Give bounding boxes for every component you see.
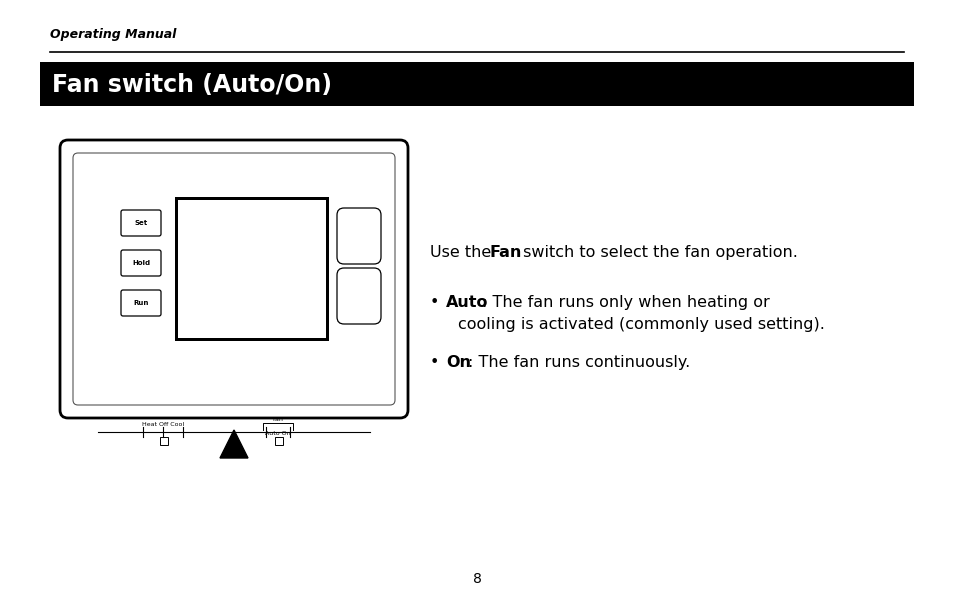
Text: : The fan runs only when heating or: : The fan runs only when heating or xyxy=(481,295,769,310)
Text: Hold: Hold xyxy=(132,260,150,266)
Text: switch to select the fan operation.: switch to select the fan operation. xyxy=(517,245,797,260)
Text: : The fan runs continuously.: : The fan runs continuously. xyxy=(468,355,690,370)
Text: Auto On: Auto On xyxy=(265,431,291,436)
Bar xyxy=(160,437,168,445)
Text: On: On xyxy=(446,355,471,370)
Text: Fan switch (Auto/On): Fan switch (Auto/On) xyxy=(52,73,332,97)
Text: Use the: Use the xyxy=(430,245,496,260)
Bar xyxy=(274,437,283,445)
Text: cooling is activated (commonly used setting).: cooling is activated (commonly used sett… xyxy=(457,317,824,332)
FancyBboxPatch shape xyxy=(121,250,161,276)
FancyBboxPatch shape xyxy=(121,210,161,236)
Text: Heat Off Cool: Heat Off Cool xyxy=(142,422,184,427)
Text: Auto: Auto xyxy=(446,295,488,310)
Bar xyxy=(40,62,913,106)
Polygon shape xyxy=(220,430,248,458)
Bar xyxy=(174,197,329,341)
FancyBboxPatch shape xyxy=(336,268,380,324)
Text: Fan: Fan xyxy=(490,245,522,260)
Text: 8: 8 xyxy=(472,572,481,586)
Text: Set: Set xyxy=(134,220,148,226)
Text: Fan: Fan xyxy=(273,417,283,422)
Text: •: • xyxy=(430,295,439,310)
Text: Operating Manual: Operating Manual xyxy=(50,28,176,41)
Text: Run: Run xyxy=(133,300,149,306)
FancyBboxPatch shape xyxy=(60,140,408,418)
Text: •: • xyxy=(430,355,439,370)
Bar xyxy=(178,200,326,338)
FancyBboxPatch shape xyxy=(336,208,380,264)
FancyBboxPatch shape xyxy=(121,290,161,316)
